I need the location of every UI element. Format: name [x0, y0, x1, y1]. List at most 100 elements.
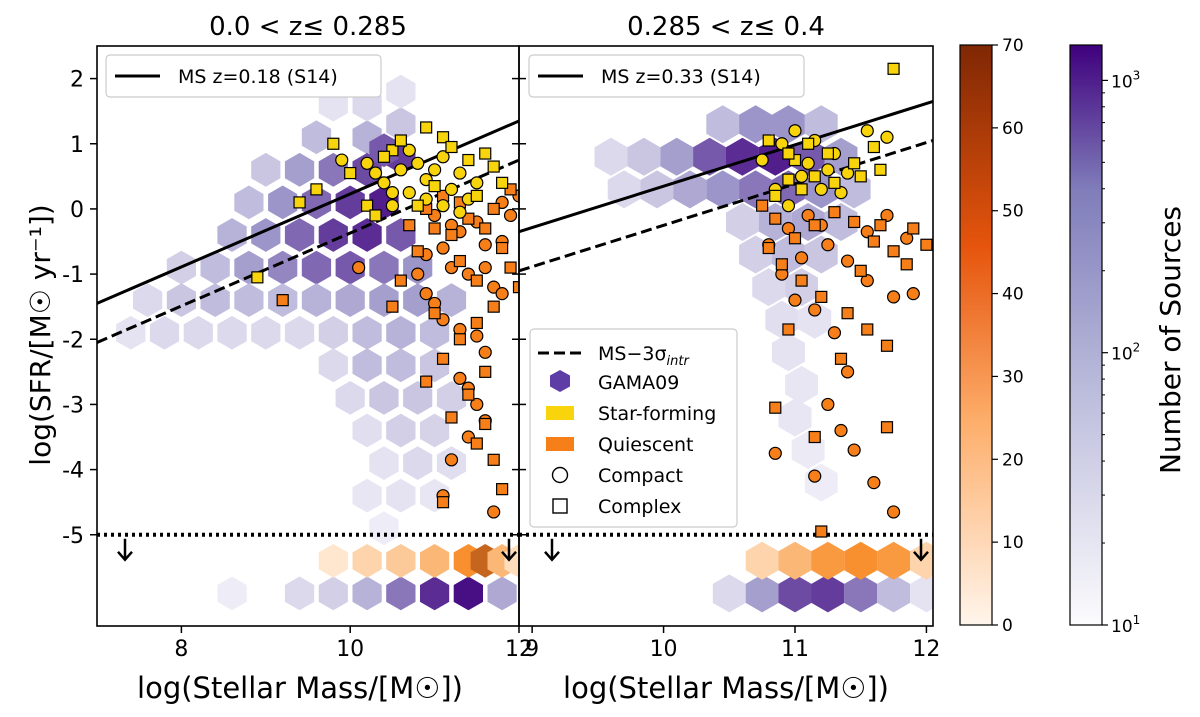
star-forming-compact-point [436, 199, 450, 213]
quiescent-compact-point [411, 267, 425, 281]
gama-hexbin [369, 133, 399, 168]
gama-hexbin [844, 574, 878, 613]
right-panel-title: 0.285 < z≤ 0.4 [627, 12, 825, 42]
gama-hexbin [284, 315, 315, 350]
star-forming-complex-point [828, 176, 841, 189]
quiescent-complex-point [828, 206, 841, 219]
x-tick-label: 10 [650, 637, 678, 662]
star-forming-compact-point [880, 130, 894, 144]
orange-colorbar [959, 44, 993, 626]
orange-colorbar-tick-label: 70 [1002, 36, 1024, 56]
x-tick-label: 12 [505, 637, 533, 662]
gama-hexbin [487, 576, 517, 611]
gama-hexbin [811, 574, 845, 613]
upper-limit-hexbin [352, 544, 382, 578]
upper-limit-hexbin [910, 541, 933, 580]
orange-colorbar-tick-label: 40 [1002, 285, 1024, 305]
gama-hexbin [234, 185, 264, 220]
gama-hexbin [798, 300, 832, 339]
quiescent-complex-point [920, 238, 933, 251]
quiescent-compact-point [827, 326, 842, 340]
quiescent-complex-point [775, 258, 788, 271]
gama-hexbin [772, 105, 805, 144]
gama-hexbin [318, 348, 348, 383]
quiescent-complex-point [795, 274, 808, 287]
quiescent-complex-point [487, 300, 500, 313]
y-tick-label: -5 [62, 524, 84, 549]
star-forming-complex-point [867, 140, 880, 154]
quiescent-complex-point [834, 352, 848, 365]
quiescent-compact-point [906, 287, 920, 301]
purple-colorbar-tick-label: 102 [1111, 341, 1140, 365]
gama-hexbin [369, 381, 399, 415]
y-tick-label: -2 [62, 328, 84, 353]
x-tick-label: 11 [781, 637, 809, 662]
quiescent-compact-point [880, 208, 894, 223]
gama-hexbin [335, 250, 365, 285]
quiescent-complex-point [496, 241, 509, 255]
x-tick-label: 8 [174, 637, 188, 662]
star-forming-complex-point [782, 173, 795, 186]
quiescent-complex-point [841, 307, 854, 320]
gama-hexbin [284, 152, 315, 187]
orange-colorbar-tick-label: 50 [1002, 202, 1024, 222]
star-forming-compact-point [755, 153, 769, 167]
quiescent-complex-point [487, 453, 500, 466]
quiescent-complex-point [462, 388, 475, 401]
y-tick-label: 0 [70, 198, 84, 223]
orange-colorbar-tick-label: 0 [1002, 616, 1013, 636]
gama-hexbin [352, 576, 382, 611]
star-forming-complex-point [769, 189, 782, 202]
star-forming-compact-point [860, 124, 874, 138]
gama-hexbin [693, 137, 726, 176]
orange-colorbar-tick-label: 10 [1002, 533, 1024, 553]
quiescent-compact-point [860, 225, 874, 239]
quiescent-complex-point [276, 294, 289, 307]
star-forming-compact-point [470, 176, 484, 190]
legend-quiescent-swatch [546, 437, 574, 451]
star-forming-complex-point [479, 147, 492, 160]
quiescent-compact-point [821, 397, 835, 412]
ms-line [519, 99, 933, 234]
star-forming-compact-point [781, 199, 796, 213]
quiescent-complex-point [756, 199, 769, 212]
quiescent-compact-point [478, 260, 492, 275]
gama-hexbin [386, 74, 416, 109]
gama-hexbin [420, 413, 450, 448]
gama-hexbin [453, 576, 483, 611]
star-forming-compact-point [821, 163, 835, 177]
gama-hexbin [386, 478, 416, 513]
gama-hexbin [251, 152, 281, 187]
gama-hexbin [386, 413, 416, 448]
quiescent-compact-point [768, 446, 782, 460]
gama-hexbin [403, 381, 433, 415]
gama-hexbin [673, 170, 707, 209]
quiescent-complex-point [874, 219, 887, 232]
star-forming-complex-point [386, 144, 399, 157]
gama-hexbin [200, 250, 230, 285]
star-forming-complex-point [462, 153, 475, 167]
star-forming-compact-point [385, 199, 399, 213]
gama-hexbin [318, 315, 348, 350]
quiescent-compact-point [470, 397, 484, 412]
purple-colorbar-label: Number of Sources [1154, 206, 1187, 474]
quiescent-complex-point [867, 235, 880, 248]
gama-hexbin [726, 203, 759, 241]
star-forming-compact-point [453, 205, 467, 219]
quiescent-complex-point [900, 258, 913, 271]
y-tick-label: 1 [70, 133, 84, 158]
star-forming-compact-point [394, 163, 408, 177]
star-forming-compact-point [402, 186, 416, 200]
gama-hexbin [607, 170, 641, 209]
quiescent-complex-point [496, 483, 509, 496]
gama-hexbin [739, 170, 772, 209]
star-forming-compact-point [436, 150, 450, 164]
star-forming-complex-point [782, 147, 795, 160]
star-forming-compact-point [360, 156, 374, 170]
gama-hexbin [706, 105, 740, 144]
right-plot-area [519, 62, 933, 613]
star-forming-compact-point [788, 124, 802, 138]
right-ms-legend-text: MS z=0.33 (S14) [601, 66, 761, 88]
quiescent-complex-point [808, 430, 821, 444]
